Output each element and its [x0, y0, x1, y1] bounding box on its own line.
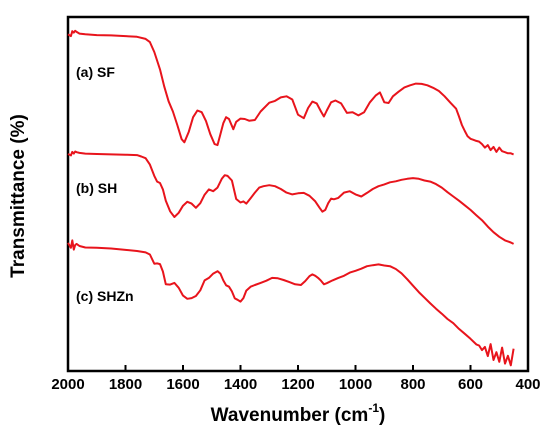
x-tick-label: 2000 [51, 376, 84, 393]
series-label-1: (a) SF [76, 64, 115, 80]
series-labels: (a) SF (b) SH (c) SHZn [76, 64, 134, 304]
x-tick-label: 400 [515, 376, 540, 393]
x-tick-label: 1000 [339, 376, 372, 393]
x-axis-ticks [67, 365, 529, 371]
series-line-2 [67, 150, 515, 245]
series-line-3 [67, 239, 515, 367]
x-tick-label: 800 [400, 376, 425, 393]
series-label-2: (b) SH [76, 180, 117, 196]
series-lines [67, 29, 515, 367]
series-line-1 [67, 29, 514, 156]
x-axis-tick-labels: 2000 1800 1600 1400 1200 1000 800 600 400 [51, 376, 540, 393]
x-tick-label: 600 [458, 376, 483, 393]
x-axis-title: Wavenumber (cm-1) [211, 401, 386, 426]
x-tick-label: 1800 [109, 376, 142, 393]
x-tick-label: 1600 [166, 376, 199, 393]
series-label-3: (c) SHZn [76, 288, 134, 304]
x-tick-label: 1200 [281, 376, 314, 393]
y-axis-title: Transmittance (%) [8, 114, 29, 278]
x-tick-label: 1400 [224, 376, 257, 393]
